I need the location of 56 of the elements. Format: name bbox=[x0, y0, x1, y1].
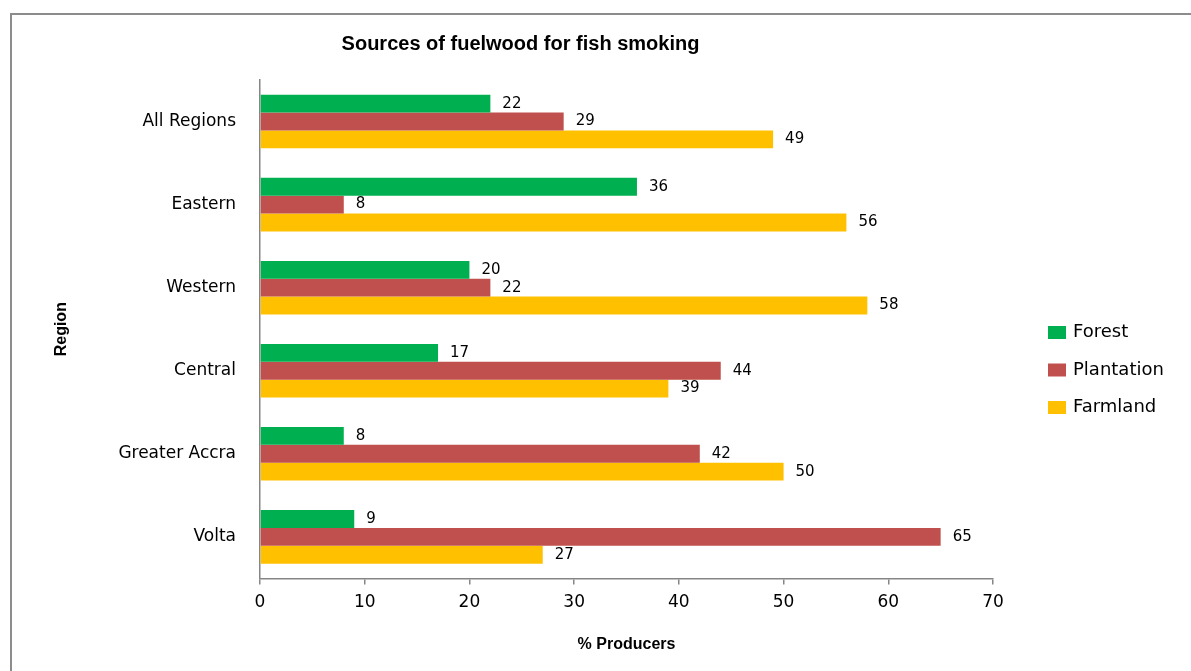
data-label: 50 bbox=[795, 461, 815, 480]
bar bbox=[260, 427, 344, 445]
legend-label: Forest bbox=[1073, 320, 1129, 342]
x-tick-label: 20 bbox=[458, 591, 481, 612]
data-label: 42 bbox=[711, 443, 731, 462]
chart-title: Sources of fuelwood for fish smoking bbox=[341, 31, 700, 54]
data-label: 29 bbox=[575, 111, 595, 130]
bar bbox=[260, 343, 439, 362]
x-tick-label: 30 bbox=[563, 591, 585, 612]
bar bbox=[260, 177, 637, 196]
data-label: 8 bbox=[355, 425, 366, 444]
bar bbox=[260, 112, 564, 131]
bar bbox=[260, 361, 721, 380]
y-tick-label: Western bbox=[166, 276, 236, 297]
y-tick-label: Greater Accra bbox=[118, 442, 236, 463]
bar bbox=[260, 94, 491, 113]
x-tick-label: 70 bbox=[982, 591, 1004, 612]
bar bbox=[260, 213, 847, 232]
x-tick-label: 60 bbox=[877, 591, 900, 612]
bar bbox=[260, 510, 355, 528]
legend-label: Farmland bbox=[1073, 395, 1157, 417]
legend-label: Plantation bbox=[1073, 357, 1164, 379]
y-tick-label: All Regions bbox=[142, 109, 237, 130]
bar bbox=[260, 130, 774, 149]
bar bbox=[260, 545, 543, 564]
data-label: 17 bbox=[450, 342, 470, 361]
y-tick-label: Central bbox=[174, 359, 236, 380]
data-label: 65 bbox=[952, 526, 972, 545]
data-label: 8 bbox=[355, 194, 366, 213]
y-tick-label: Volta bbox=[193, 525, 236, 546]
data-label: 27 bbox=[554, 544, 574, 563]
bar bbox=[260, 296, 868, 315]
data-label: 56 bbox=[858, 212, 878, 231]
data-label: 20 bbox=[481, 259, 501, 278]
data-label: 39 bbox=[680, 378, 700, 397]
bar bbox=[260, 444, 700, 463]
bar bbox=[260, 195, 344, 214]
bar bbox=[260, 527, 941, 546]
data-label: 22 bbox=[502, 93, 522, 112]
x-tick-label: 50 bbox=[772, 591, 795, 612]
bar bbox=[260, 379, 669, 398]
x-tick-label: 40 bbox=[668, 591, 690, 612]
bar bbox=[260, 260, 470, 279]
data-label: 9 bbox=[366, 508, 376, 527]
data-label: 49 bbox=[785, 129, 805, 148]
data-label: 22 bbox=[502, 277, 522, 296]
y-tick-label: Eastern bbox=[171, 193, 236, 214]
data-label: 58 bbox=[879, 295, 899, 314]
bar bbox=[260, 462, 784, 481]
data-label: 44 bbox=[732, 360, 752, 379]
bar bbox=[260, 278, 491, 297]
data-label: 36 bbox=[648, 176, 669, 195]
x-axis-title: % Producers bbox=[577, 634, 676, 652]
y-axis-title: Region bbox=[52, 302, 70, 357]
x-tick-label: 10 bbox=[353, 591, 376, 612]
x-tick-label: 0 bbox=[254, 591, 266, 612]
